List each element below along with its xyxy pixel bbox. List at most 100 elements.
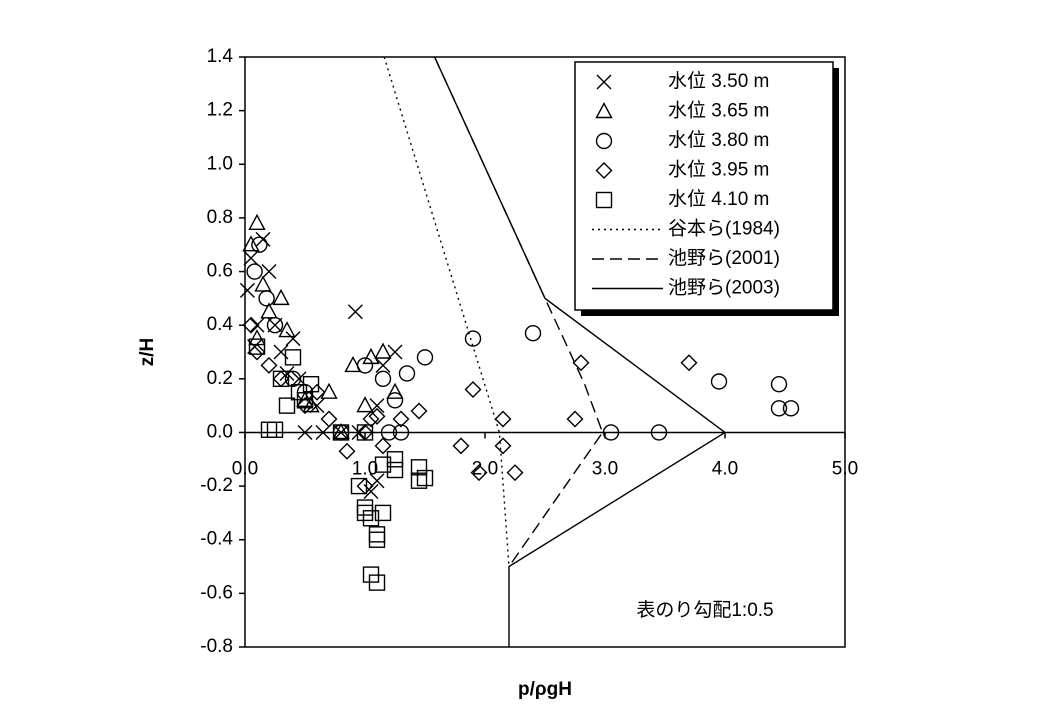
y-tick-label: 0.0 bbox=[207, 421, 233, 442]
marker-triangle bbox=[595, 102, 613, 119]
marker-circle bbox=[710, 373, 728, 390]
x-axis-label: p/ρgH bbox=[518, 679, 572, 700]
marker-x bbox=[261, 264, 277, 280]
marker-circle bbox=[464, 330, 482, 347]
marker-circle bbox=[782, 400, 800, 417]
legend-box bbox=[574, 61, 834, 311]
marker-diamond bbox=[242, 316, 260, 334]
marker-triangle bbox=[320, 382, 338, 399]
legend-label: 水位 3.50 m bbox=[668, 70, 769, 92]
marker-triangle bbox=[278, 321, 296, 338]
marker-diamond bbox=[368, 407, 386, 425]
marker-square bbox=[410, 459, 428, 476]
marker-diamond bbox=[374, 437, 392, 455]
legend-label: 谷本ら(1984) bbox=[668, 218, 780, 240]
marker-x bbox=[255, 231, 271, 247]
y-tick-label: 0.4 bbox=[207, 314, 234, 335]
y-tick-label: -0.4 bbox=[200, 529, 233, 550]
marker-square bbox=[374, 456, 392, 473]
marker-circle bbox=[284, 370, 302, 388]
marker-square bbox=[362, 510, 380, 527]
marker-square bbox=[386, 461, 404, 479]
legend-label: 池野ら(2001) bbox=[668, 247, 780, 269]
marker-square bbox=[374, 504, 392, 522]
marker-x bbox=[285, 331, 301, 347]
marker-circle bbox=[392, 424, 410, 441]
marker-x bbox=[249, 317, 265, 333]
marker-square bbox=[410, 472, 428, 489]
legend-label: 水位 3.80 m bbox=[668, 129, 769, 151]
marker-diamond bbox=[470, 464, 488, 482]
marker-x bbox=[596, 74, 612, 90]
marker-triangle bbox=[374, 342, 392, 359]
marker-diamond bbox=[260, 356, 278, 374]
marker-circle bbox=[251, 236, 268, 253]
marker-square bbox=[266, 421, 284, 438]
marker-square bbox=[595, 191, 613, 209]
marker-circle bbox=[416, 349, 434, 366]
marker-triangle bbox=[242, 235, 260, 252]
marker-triangle bbox=[302, 396, 320, 413]
marker-square bbox=[368, 526, 386, 543]
marker-x bbox=[333, 424, 349, 440]
marker-square bbox=[302, 375, 320, 393]
marker-diamond bbox=[572, 354, 590, 372]
marker-square bbox=[272, 370, 290, 388]
marker-diamond bbox=[410, 402, 428, 420]
y-tick-label: 1.2 bbox=[207, 100, 233, 121]
marker-circle bbox=[398, 365, 416, 382]
marker-diamond bbox=[308, 383, 326, 401]
marker-circle bbox=[266, 316, 284, 334]
marker-x bbox=[239, 282, 255, 298]
marker-circle bbox=[602, 424, 620, 441]
marker-x bbox=[243, 250, 259, 266]
marker-triangle bbox=[332, 422, 350, 440]
marker-x bbox=[375, 357, 391, 373]
marker-x bbox=[347, 304, 363, 320]
marker-square bbox=[260, 421, 278, 438]
y-tick-label: 1.0 bbox=[207, 153, 233, 174]
marker-square bbox=[284, 349, 302, 366]
legend-label: 池野ら(2003) bbox=[668, 277, 780, 299]
x-tick-label: 0.0 bbox=[232, 458, 258, 479]
marker-diamond bbox=[566, 410, 584, 428]
y-tick-label: -0.2 bbox=[200, 475, 233, 496]
y-axis-label: z/H bbox=[137, 338, 158, 367]
marker-square bbox=[278, 397, 296, 414]
marker-circle bbox=[770, 400, 788, 417]
marker-circle bbox=[258, 290, 275, 307]
marker-square bbox=[350, 477, 368, 495]
marker-triangle bbox=[248, 213, 266, 230]
x-tick-label: 2.0 bbox=[472, 458, 498, 479]
y-tick-label: 0.2 bbox=[207, 368, 233, 389]
marker-diamond bbox=[595, 162, 613, 179]
marker-diamond bbox=[320, 410, 338, 428]
marker-triangle bbox=[356, 396, 374, 413]
marker-square bbox=[356, 424, 374, 441]
x-tick-label: 3.0 bbox=[592, 458, 618, 479]
marker-x bbox=[315, 424, 331, 440]
x-tick-label: 1.0 bbox=[352, 458, 378, 479]
reference-line bbox=[433, 56, 727, 647]
marker-triangle bbox=[386, 382, 404, 399]
y-tick-label: 0.6 bbox=[207, 261, 233, 282]
marker-x bbox=[351, 424, 367, 440]
marker-circle bbox=[386, 392, 404, 409]
marker-square bbox=[296, 392, 314, 409]
legend-label: 水位 3.95 m bbox=[668, 159, 769, 181]
marker-square bbox=[386, 451, 404, 468]
marker-circle bbox=[246, 263, 263, 280]
marker-circle bbox=[374, 370, 392, 388]
marker-square bbox=[368, 574, 386, 591]
marker-diamond bbox=[362, 410, 380, 428]
marker-circle bbox=[595, 132, 613, 150]
plot-frame bbox=[244, 56, 846, 648]
annotation: 表のり勾配1:0.5 bbox=[636, 599, 773, 621]
marker-square bbox=[416, 469, 434, 487]
marker-triangle bbox=[272, 288, 290, 306]
y-tick-label: 0.8 bbox=[207, 207, 233, 228]
marker-diamond bbox=[338, 442, 356, 460]
marker-circle bbox=[380, 424, 398, 441]
marker-circle bbox=[770, 375, 788, 393]
